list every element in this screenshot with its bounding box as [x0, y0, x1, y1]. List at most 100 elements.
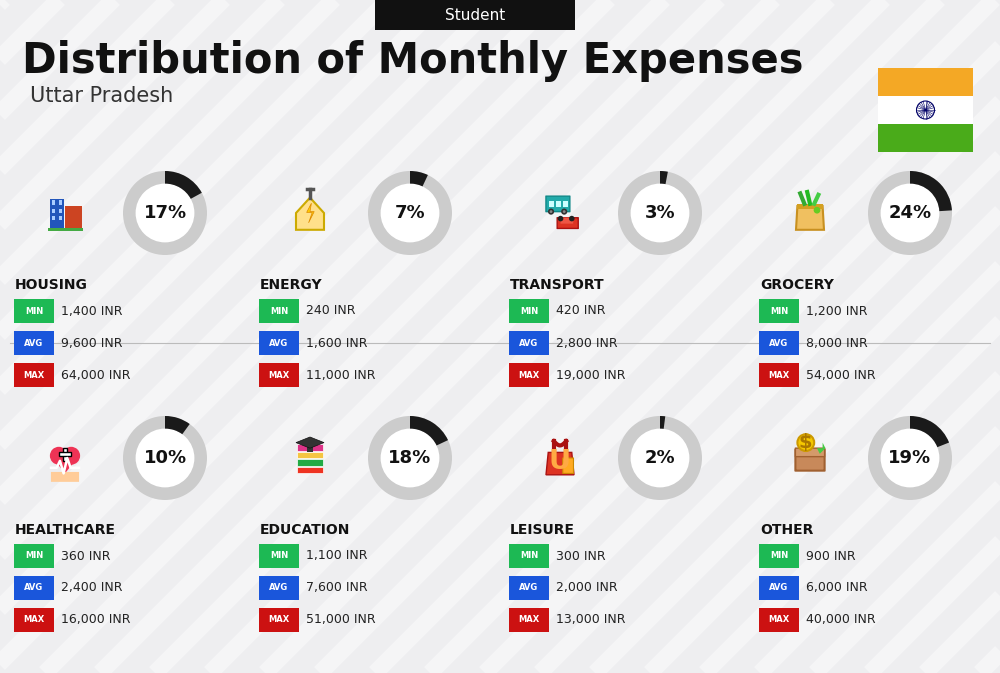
Wedge shape: [910, 416, 949, 447]
Wedge shape: [910, 171, 952, 211]
Text: LEISURE: LEISURE: [510, 523, 575, 537]
Text: Uttar Pradesh: Uttar Pradesh: [30, 86, 173, 106]
FancyBboxPatch shape: [259, 576, 299, 600]
Text: 10%: 10%: [143, 449, 187, 467]
Circle shape: [631, 184, 689, 242]
Polygon shape: [307, 203, 314, 223]
Polygon shape: [796, 206, 824, 229]
Circle shape: [368, 416, 452, 500]
Text: HEALTHCARE: HEALTHCARE: [15, 523, 116, 537]
FancyBboxPatch shape: [14, 299, 54, 323]
Text: 54,000 INR: 54,000 INR: [806, 369, 876, 382]
FancyBboxPatch shape: [51, 472, 79, 482]
Text: MIN: MIN: [270, 306, 288, 316]
Wedge shape: [165, 416, 190, 434]
FancyBboxPatch shape: [878, 96, 973, 124]
Text: 900 INR: 900 INR: [806, 549, 856, 563]
Circle shape: [558, 216, 563, 221]
Circle shape: [868, 416, 952, 500]
Wedge shape: [410, 171, 428, 186]
FancyBboxPatch shape: [509, 576, 549, 600]
Text: 13,000 INR: 13,000 INR: [556, 614, 626, 627]
FancyBboxPatch shape: [759, 363, 799, 387]
FancyBboxPatch shape: [259, 608, 299, 632]
FancyBboxPatch shape: [509, 544, 549, 568]
Text: MIN: MIN: [770, 306, 788, 316]
Polygon shape: [546, 452, 574, 474]
FancyBboxPatch shape: [878, 124, 973, 152]
Text: 420 INR: 420 INR: [556, 304, 606, 318]
Text: 3%: 3%: [645, 204, 675, 222]
Text: MAX: MAX: [23, 616, 45, 625]
Text: 240 INR: 240 INR: [306, 304, 356, 318]
Text: AVG: AVG: [24, 339, 44, 347]
FancyBboxPatch shape: [563, 458, 573, 473]
FancyBboxPatch shape: [59, 201, 62, 205]
FancyBboxPatch shape: [795, 450, 825, 470]
Circle shape: [368, 171, 452, 255]
Text: 11,000 INR: 11,000 INR: [306, 369, 376, 382]
Text: MAX: MAX: [768, 371, 790, 380]
FancyBboxPatch shape: [297, 452, 323, 458]
Text: 2%: 2%: [645, 449, 675, 467]
Circle shape: [561, 209, 567, 215]
FancyBboxPatch shape: [59, 452, 71, 456]
Text: 17%: 17%: [143, 204, 187, 222]
Wedge shape: [660, 416, 665, 429]
FancyBboxPatch shape: [549, 201, 554, 207]
FancyBboxPatch shape: [759, 331, 799, 355]
Text: Student: Student: [445, 7, 505, 22]
FancyBboxPatch shape: [297, 466, 323, 473]
FancyBboxPatch shape: [563, 201, 568, 207]
FancyBboxPatch shape: [557, 218, 578, 228]
Text: TRANSPORT: TRANSPORT: [510, 278, 605, 292]
Circle shape: [881, 429, 939, 487]
Text: AVG: AVG: [519, 583, 539, 592]
Text: 18%: 18%: [388, 449, 432, 467]
Text: 1,100 INR: 1,100 INR: [306, 549, 368, 563]
FancyBboxPatch shape: [556, 201, 561, 207]
Text: 24%: 24%: [888, 204, 932, 222]
Text: AVG: AVG: [269, 583, 289, 592]
Text: ENERGY: ENERGY: [260, 278, 323, 292]
Text: AVG: AVG: [269, 339, 289, 347]
Text: 6,000 INR: 6,000 INR: [806, 581, 868, 594]
FancyBboxPatch shape: [561, 217, 573, 223]
Circle shape: [381, 184, 439, 242]
FancyBboxPatch shape: [509, 331, 549, 355]
Text: MIN: MIN: [25, 551, 43, 561]
Circle shape: [50, 447, 68, 465]
Circle shape: [550, 210, 552, 213]
FancyBboxPatch shape: [63, 448, 67, 461]
FancyBboxPatch shape: [509, 363, 549, 387]
Circle shape: [548, 209, 554, 215]
Text: 1,200 INR: 1,200 INR: [806, 304, 868, 318]
FancyBboxPatch shape: [14, 608, 54, 632]
Circle shape: [814, 207, 820, 213]
Text: MAX: MAX: [518, 616, 540, 625]
FancyBboxPatch shape: [509, 608, 549, 632]
FancyBboxPatch shape: [797, 204, 823, 209]
Text: 9,600 INR: 9,600 INR: [61, 336, 122, 349]
Text: 16,000 INR: 16,000 INR: [61, 614, 130, 627]
FancyBboxPatch shape: [878, 68, 973, 96]
Text: GROCERY: GROCERY: [760, 278, 834, 292]
FancyBboxPatch shape: [52, 201, 55, 205]
FancyBboxPatch shape: [14, 544, 54, 568]
Circle shape: [631, 429, 689, 487]
Text: EDUCATION: EDUCATION: [260, 523, 350, 537]
Text: 19,000 INR: 19,000 INR: [556, 369, 626, 382]
Circle shape: [563, 210, 566, 213]
FancyBboxPatch shape: [259, 544, 299, 568]
Text: MIN: MIN: [520, 551, 538, 561]
FancyBboxPatch shape: [259, 331, 299, 355]
Text: AVG: AVG: [769, 583, 789, 592]
FancyBboxPatch shape: [759, 544, 799, 568]
Polygon shape: [296, 198, 324, 229]
Polygon shape: [816, 443, 825, 454]
Text: 2,800 INR: 2,800 INR: [556, 336, 618, 349]
FancyBboxPatch shape: [259, 299, 299, 323]
Text: MAX: MAX: [268, 371, 290, 380]
FancyBboxPatch shape: [307, 441, 313, 452]
Circle shape: [136, 184, 194, 242]
